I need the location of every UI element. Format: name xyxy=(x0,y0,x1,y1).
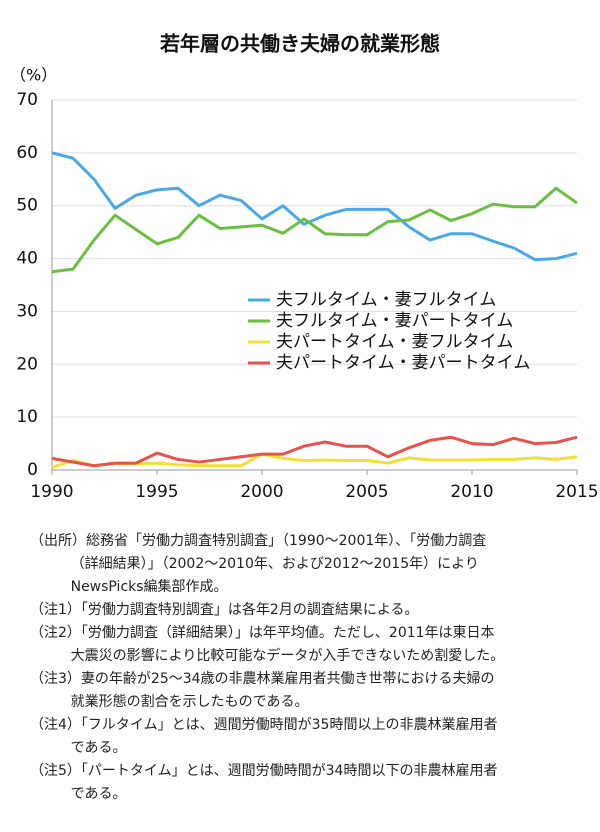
note-line: 大震災の影響により比較可能なデータが入手できないため割愛した。 xyxy=(70,648,505,664)
x-tick-label: 2005 xyxy=(345,482,388,502)
chart: 若年層の共働き夫婦の就業形態 （%） 0 10 20 30 40 50 60 70 1990 19… xyxy=(10,32,599,503)
note-line: （詳細結果）」（2002〜2010年、および2012〜2015年）により xyxy=(70,556,479,572)
series-line xyxy=(51,452,578,469)
y-tick-label: 20 xyxy=(16,354,38,374)
y-tick-label: 10 xyxy=(16,407,38,427)
legend-label: 夫フルタイム・妻パートタイム xyxy=(276,311,513,331)
x-tick-label: 2015 xyxy=(555,482,598,502)
legend-label: 夫フルタイム・妻フルタイム xyxy=(276,290,496,310)
notes: （出所）総務省「労働力調査特別調査」（1990〜2001年）、「労働力調査 （詳細… xyxy=(30,530,590,806)
x-tick-label: 2000 xyxy=(240,482,283,502)
note-line: （注5）「パートタイム」とは、週間労働時間が34時間以下の非農林雇用者 xyxy=(30,763,498,779)
note-line: （注4）「フルタイム」とは、週間労働時間が35時間以上の非農林業雇用者 xyxy=(30,717,498,733)
y-axis-label: （%） xyxy=(10,66,57,85)
note-line: である。 xyxy=(70,786,127,802)
series-line xyxy=(51,435,578,468)
note-line: （注2）「労働力調査（詳細結果）」は年平均値。ただし、2011年は東日本 xyxy=(30,625,495,641)
note-line: （注3）妻の年齢が25〜34歳の非農林業雇用者共働き世帯における夫婦の xyxy=(30,671,495,687)
chart-title: 若年層の共働き夫婦の就業形態 xyxy=(159,32,440,56)
series-line xyxy=(51,186,578,274)
note-line: （出所）総務省「労働力調査特別調査」（1990〜2001年）、「労働力調査 xyxy=(30,533,487,549)
y-tick-label: 0 xyxy=(27,460,38,480)
note-line: NewsPicks編集部作成。 xyxy=(70,579,228,595)
note-line: 就業形態の割合を示したものである。 xyxy=(70,694,309,710)
y-tick-label: 60 xyxy=(16,143,38,163)
y-tick-label: 30 xyxy=(16,301,38,321)
y-tick-label: 70 xyxy=(16,90,38,110)
x-tick-label: 1995 xyxy=(135,482,178,502)
y-tick-label: 40 xyxy=(16,249,38,269)
note-line: （注1）「労働力調査特別調査」は各年2月の調査結果による。 xyxy=(30,602,419,618)
legend-label: 夫パートタイム・妻フルタイム xyxy=(276,332,513,352)
y-tick-label: 50 xyxy=(16,196,38,216)
note-line: である。 xyxy=(70,740,127,756)
x-tick-label: 2010 xyxy=(450,482,493,502)
series-line xyxy=(51,151,578,262)
x-tick-label: 1990 xyxy=(30,482,73,502)
legend-label: 夫パートタイム・妻パートタイム xyxy=(276,353,530,373)
